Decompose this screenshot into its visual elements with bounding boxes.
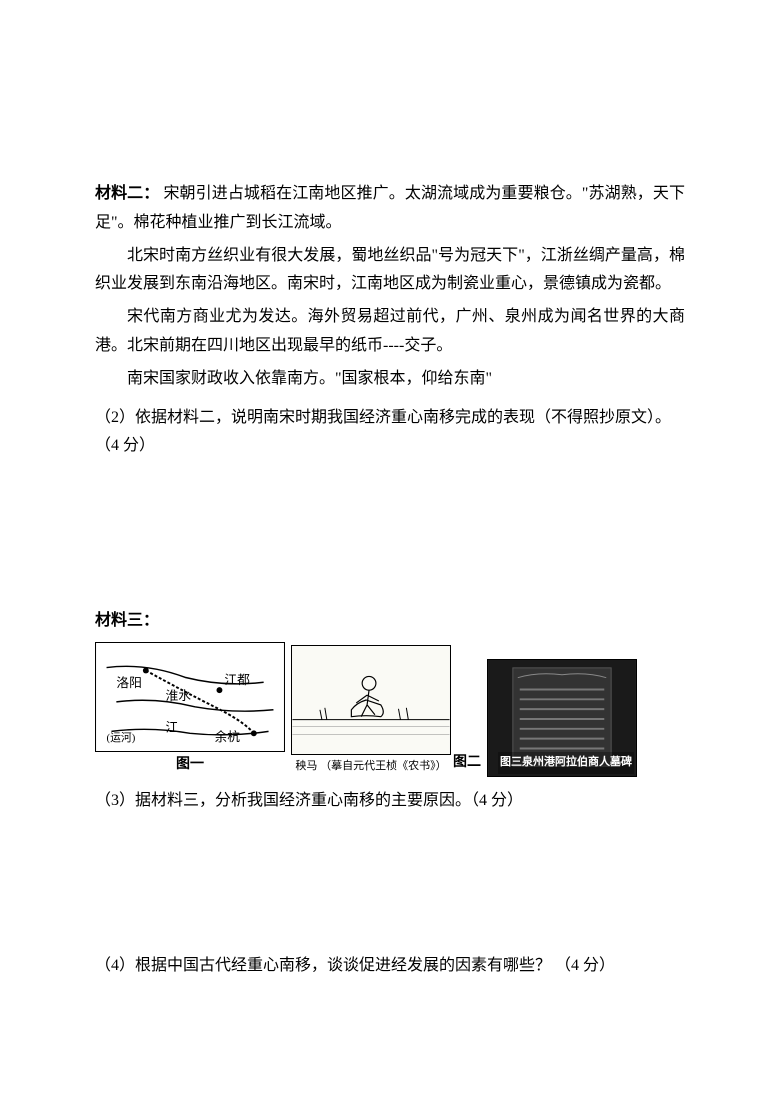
map-svg: 洛阳 淮水 江都 (运河) 江 余杭 [96, 643, 284, 751]
question-4: （4）根据中国古代经重心南移，谈谈促进经发展的因素有哪些？ （4 分） [95, 952, 685, 981]
question-3: （3）据材料三，分析我国经济重心南移的主要原因。（4 分） [95, 787, 685, 816]
image2-farming [291, 645, 451, 755]
question-2: （2）依据材料二，说明南宋时期我国经济重心南移完成的表现（不得照抄原文）。（4 … [95, 404, 685, 462]
map-label-jiang: 江 [165, 720, 178, 734]
farming-svg [292, 646, 450, 754]
map-label-luoyang: 洛阳 [116, 676, 142, 690]
image3-wrap: 图三泉州港阿拉伯商人墓碑 [487, 659, 637, 777]
image3-stele: 图三泉州港阿拉伯商人墓碑 [487, 659, 637, 777]
image1-map: 洛阳 淮水 江都 (运河) 江 余杭 [95, 642, 285, 752]
material3-images: 洛阳 淮水 江都 (运河) 江 余杭 图一 秧马 （摹自元代王桢《农书》） [95, 642, 685, 777]
image3-caption: 图三泉州港阿拉伯商人墓碑 [498, 752, 634, 774]
image2-wrap: 秧马 （摹自元代王桢《农书》） [291, 645, 451, 777]
map-label-jiangdu: 江都 [224, 673, 250, 687]
material2-p4: 南宋国家财政收入依靠南方。"国家根本，仰给东南" [95, 365, 685, 394]
material2-p2: 北宋时南方丝织业有很大发展，蜀地丝织品"号为冠天下"，江浙丝绸产量高，棉织业发展… [95, 242, 685, 300]
material2-block: 材料二： 宋朝引进占城稻在江南地区推广。太湖流域成为重要粮仓。"苏湖熟，天下足"… [95, 180, 685, 238]
answer-space-q3 [95, 822, 685, 942]
material2-p1: 宋朝引进占城稻在江南地区推广。太湖流域成为重要粮仓。"苏湖熟，天下足"。棉花种植… [95, 185, 685, 231]
answer-space-q2 [95, 467, 685, 607]
map-label-yunhe: (运河) [107, 731, 136, 744]
image1-wrap: 洛阳 淮水 江都 (运河) 江 余杭 图一 [95, 642, 285, 777]
image2-caption-small: 秧马 （摹自元代王桢《农书》） [295, 757, 446, 777]
material2-p3: 宋代南方商业尤为发达。海外贸易超过前代，广州、泉州成为闻名世界的大商港。北宋前期… [95, 303, 685, 361]
material3-heading: 材料三： [95, 607, 685, 636]
image2-caption: 图二 [453, 750, 481, 775]
image1-caption: 图一 [176, 752, 204, 777]
map-label-yuhang: 余杭 [215, 729, 241, 744]
material2-heading: 材料二： [95, 185, 159, 202]
map-label-huaishui: 淮水 [165, 689, 191, 703]
